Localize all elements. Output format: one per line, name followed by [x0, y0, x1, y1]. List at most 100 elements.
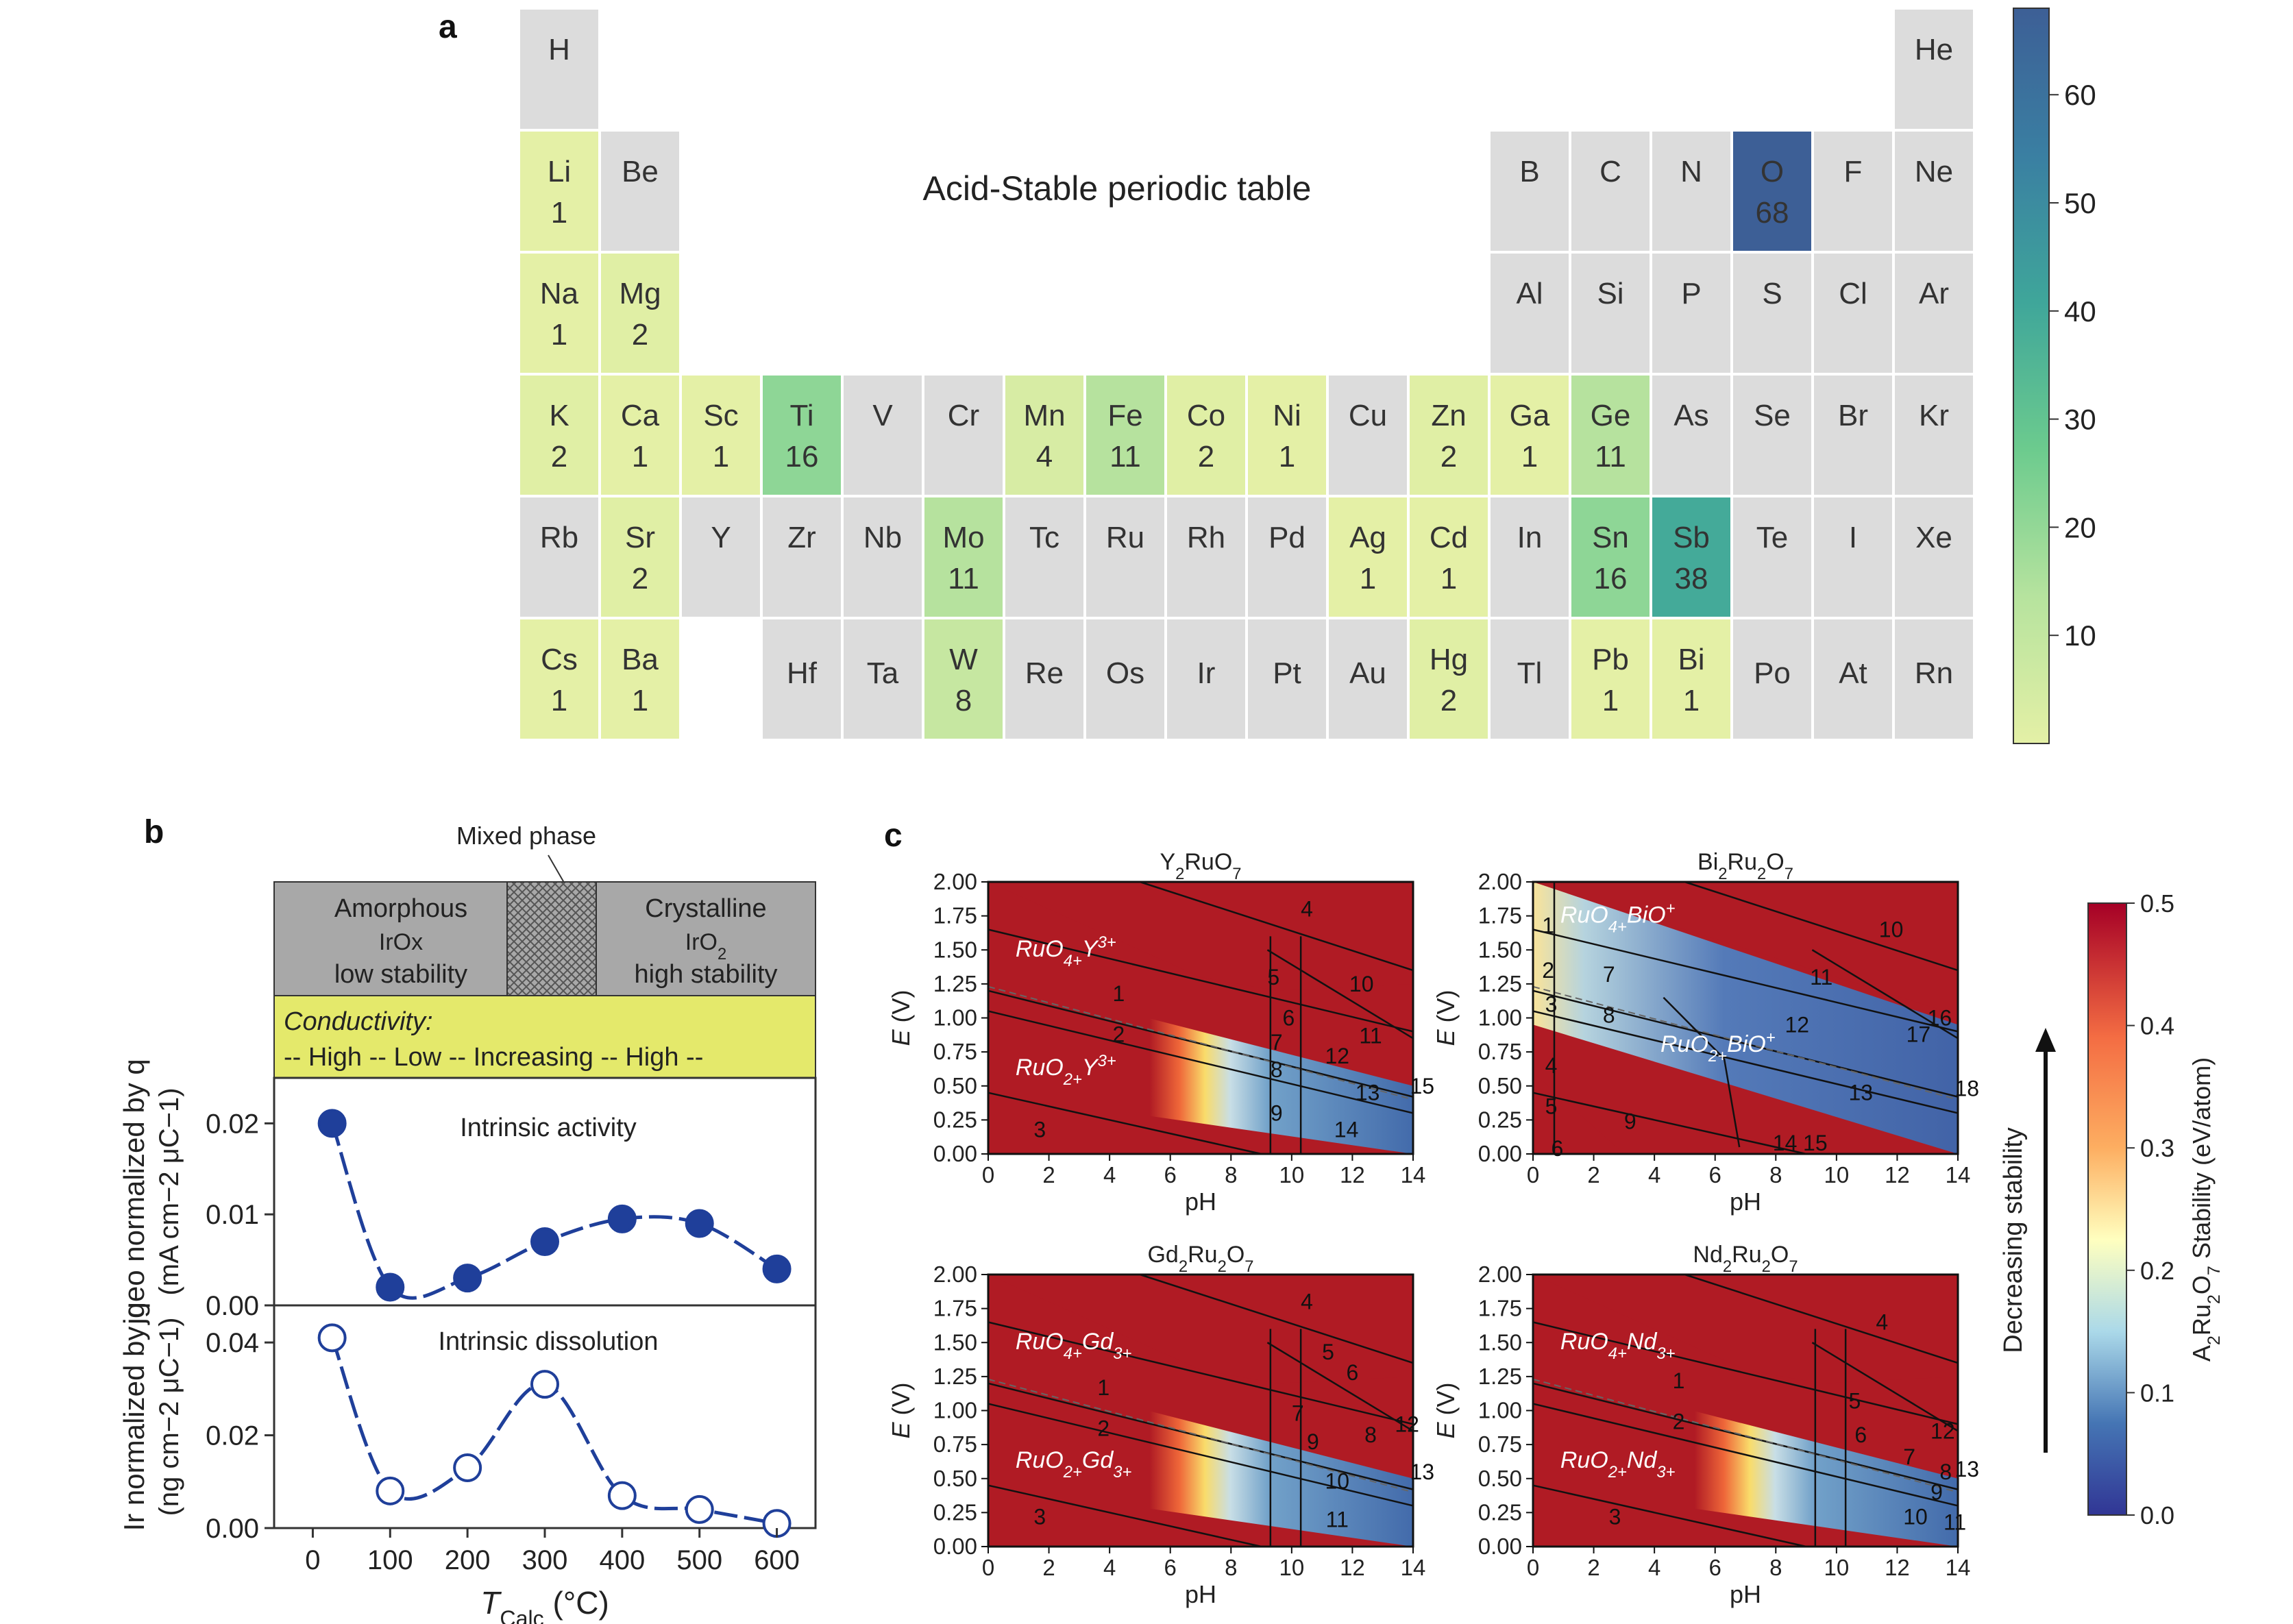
conductivity-title: Conductivity:	[284, 1007, 433, 1036]
x-tick-label: 0	[1527, 1162, 1539, 1188]
element-cell-ca: Ca 1	[601, 376, 679, 495]
element-cell-re: Re	[1005, 619, 1083, 739]
water-line	[1532, 985, 1959, 1100]
x-axis-label: TCalc (°C)	[480, 1585, 609, 1624]
activity-ytick-label: 0.01	[206, 1200, 259, 1230]
element-cell-bg	[601, 132, 679, 251]
element-symbol: As	[1673, 399, 1708, 432]
element-cell-he: He	[1895, 10, 1973, 129]
element-count: 11	[1595, 440, 1626, 473]
element-symbol: Cr	[948, 399, 979, 432]
colorbar-tick-label: 0.2	[2140, 1257, 2174, 1285]
phase-boundary	[988, 1484, 1262, 1548]
element-cell-tc: Tc	[1005, 497, 1083, 617]
element-symbol: Po	[1754, 656, 1791, 690]
element-symbol: Tc	[1029, 521, 1059, 554]
y-axis-label: E (V)	[887, 1382, 915, 1438]
element-symbol: W	[949, 643, 978, 676]
element-cell-bg	[763, 497, 841, 617]
element-cell-hf: Hf	[763, 619, 841, 739]
y-tick-label: 1.00	[933, 1398, 977, 1423]
dissolution-ytick-label: 0.00	[206, 1514, 259, 1544]
element-cell-pt: Pt	[1248, 619, 1326, 739]
element-symbol: Ge	[1591, 399, 1631, 432]
phase-boundary	[1266, 949, 1414, 1039]
region-label: 9	[1307, 1429, 1319, 1454]
region-label: 4	[1876, 1309, 1888, 1334]
dissolution-point	[530, 1370, 559, 1399]
element-cell-bi: Bi 1	[1652, 619, 1730, 739]
amorphous-label-line: Amorphous	[334, 894, 467, 923]
region-label: 11	[1326, 1507, 1349, 1531]
element-symbol: C	[1599, 155, 1621, 188]
region-label: 9	[1271, 1100, 1283, 1125]
conductivity-box	[273, 995, 816, 1079]
element-symbol: Te	[1756, 521, 1788, 554]
colorbar-tick-label: 0.4	[2140, 1012, 2174, 1040]
x-tick-label: 10	[1279, 1555, 1304, 1580]
x-tick-label: 2	[1587, 1555, 1599, 1580]
region-label: 7	[1292, 1401, 1304, 1425]
element-cell-bg	[520, 254, 598, 373]
element-cell-bg	[1652, 619, 1730, 739]
element-count: 2	[1198, 440, 1214, 473]
phase-boundary	[1811, 949, 1959, 1039]
element-cell-bg	[924, 497, 1003, 617]
element-symbol: Ti	[789, 399, 813, 432]
y-tick-label: 0.25	[933, 1499, 977, 1525]
x-tick-label: 14	[1401, 1162, 1426, 1188]
element-symbol: K	[549, 399, 569, 432]
phase-boundary	[1532, 928, 1959, 1033]
y-tick-label: 1.00	[1478, 1005, 1522, 1031]
region-label: 11	[1359, 1023, 1382, 1048]
activity-annotation: Intrinsic activity	[460, 1114, 637, 1142]
iridium-oxide-panel: b Mixed phase Amorphous IrOx low stability Cr…	[118, 814, 817, 1624]
element-cell-bg	[1652, 254, 1730, 373]
element-cell-br: Br	[1814, 376, 1892, 495]
colorbar-tick-label: 10	[2064, 619, 2096, 652]
region-label: 2	[1113, 1022, 1125, 1046]
element-cell-i: I	[1814, 497, 1892, 617]
x-tick-label: 6	[1164, 1162, 1177, 1188]
colorbar-tick-label: 0.0	[2140, 1501, 2174, 1529]
phase-boundary	[1663, 996, 1725, 1059]
element-symbol: Be	[622, 155, 659, 188]
element-symbol: Ca	[621, 399, 660, 432]
region-label: 18	[1954, 1076, 1979, 1101]
phase-boundary	[1811, 1342, 1959, 1432]
element-symbol: S	[1762, 277, 1782, 310]
element-cell-fe: Fe 11	[1086, 376, 1164, 495]
element-symbol: Hg	[1430, 643, 1468, 676]
region-label: 5	[1545, 1094, 1558, 1119]
element-cell-os: Os	[1086, 619, 1164, 739]
y-tick-label: 0.25	[933, 1107, 977, 1132]
colorbar-tick-label: 0.1	[2140, 1379, 2174, 1407]
element-symbol: Cl	[1839, 277, 1867, 310]
phase-boundary	[1532, 1092, 1806, 1155]
element-cell-bg	[1895, 376, 1973, 495]
element-symbol: Sc	[703, 399, 738, 432]
element-symbol: He	[1915, 33, 1953, 66]
element-symbol: Zn	[1431, 399, 1466, 432]
element-cell-ge: Ge 11	[1571, 376, 1650, 495]
y-tick-label: 0.00	[1478, 1534, 1522, 1559]
element-cell-bg	[1895, 254, 1973, 373]
element-cell-bg	[1814, 132, 1892, 251]
element-cell-sr: Sr 2	[601, 497, 679, 617]
x-tick-label: 2	[1042, 1555, 1055, 1580]
element-cell-nb: Nb	[844, 497, 922, 617]
element-cell-na: Na 1	[520, 254, 598, 373]
element-cell-mo: Mo 11	[924, 497, 1003, 617]
element-cell-bg	[1895, 497, 1973, 617]
y-tick-label: 1.00	[1478, 1398, 1522, 1423]
element-cell-ru: Ru	[1086, 497, 1164, 617]
y-tick-label: 1.75	[1478, 1296, 1522, 1321]
y-tick-label: 0.25	[1478, 1499, 1522, 1525]
x-tick-label: 14	[1401, 1555, 1426, 1580]
element-symbol: Co	[1187, 399, 1225, 432]
element-symbol: Sb	[1673, 521, 1710, 554]
y-tick-label: 1.25	[1478, 1364, 1522, 1389]
element-cell-bg	[1329, 376, 1407, 495]
